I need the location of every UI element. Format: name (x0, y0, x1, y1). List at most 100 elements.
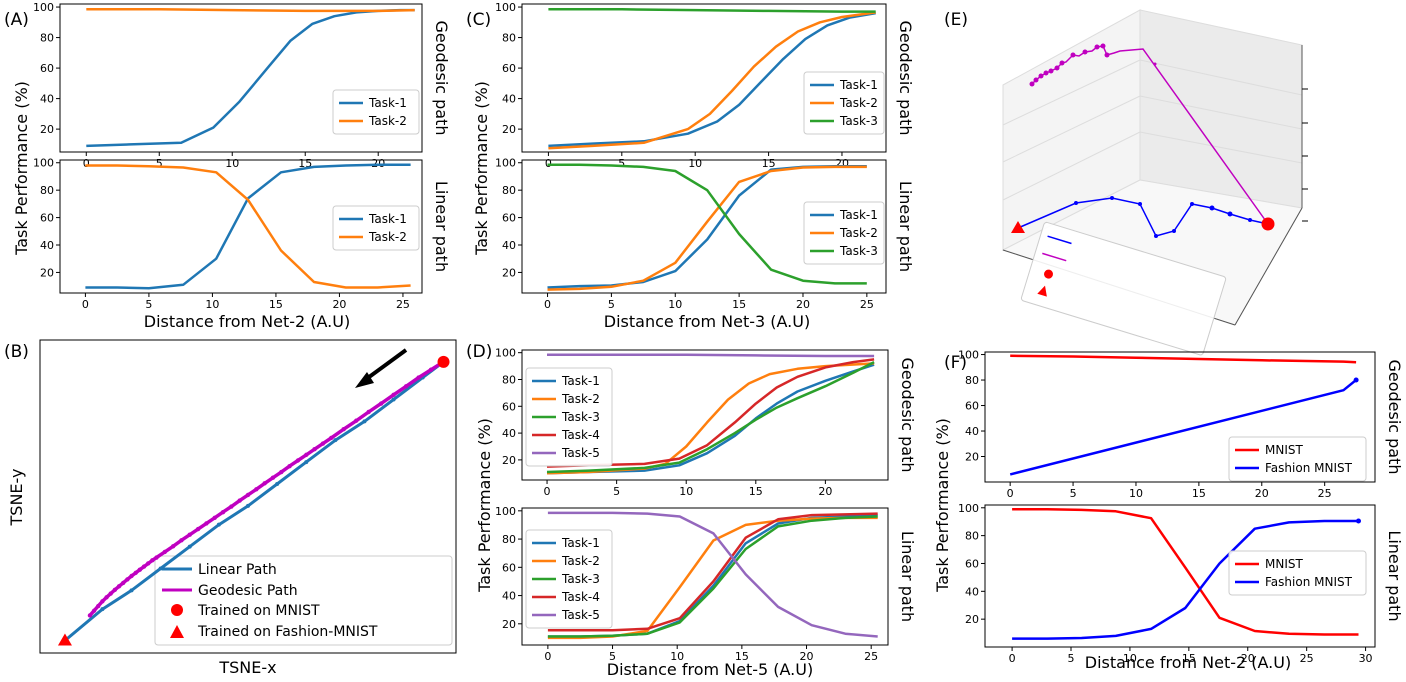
panel-B-legend-label-0: Linear Path (198, 562, 277, 578)
x-tick-label: 15 (269, 298, 283, 311)
series-line-task-2 (547, 165, 867, 291)
legend-label: Task-2 (839, 226, 878, 240)
panel-E-geodesic-point (1082, 49, 1088, 55)
xlabel-D: Distance from Net-5 (A.U) (607, 660, 813, 679)
panel-E-linear-point (1138, 202, 1142, 206)
legend-label: Task-5 (561, 446, 600, 460)
x-tick-label: 10 (225, 157, 239, 170)
panel-B-frame (39, 339, 457, 654)
subplot-title: Geodesic path (432, 20, 451, 135)
series-line-task-4 (546, 358, 875, 468)
panel-B-path-point (329, 435, 334, 441)
panel-label-E: (E) (944, 10, 968, 30)
panel-B-path-point (362, 419, 367, 424)
panel-E-linear-point (1248, 218, 1252, 222)
panel-B-path-point (275, 481, 280, 486)
y-tick-label: 60 (40, 212, 54, 225)
x-tick-label: 10 (668, 298, 682, 311)
panel-B-path-point (133, 570, 138, 576)
panel-B-path-point (187, 532, 192, 537)
panel-B-path-point (403, 384, 409, 389)
x-tick-label: 0 (1009, 652, 1016, 665)
y-tick-label: 20 (502, 618, 516, 631)
y-tick-label: 20 (40, 266, 54, 279)
panel-B-path-point (262, 481, 267, 486)
panel-E-linear-point (1227, 211, 1233, 217)
y-tick-label: 60 (965, 557, 979, 570)
x-tick-label: 15 (735, 650, 749, 663)
panel-label-C: (C) (466, 10, 491, 30)
y-tick-label: 40 (965, 425, 979, 438)
axes-frame (521, 349, 889, 481)
x-tick-label: 0 (83, 157, 90, 170)
y-tick-label: 100 (495, 1, 516, 14)
y-tick-label: 60 (502, 400, 516, 413)
y-tick-label: 80 (502, 373, 516, 386)
panel-E-legend (1020, 221, 1227, 356)
panel-B-path-point (416, 375, 421, 380)
x-tick-label: 15 (1182, 652, 1196, 665)
panel-B-path-point (154, 555, 159, 560)
subplot-5: 0 5 10 15 20 25 20 40 60 80 100 Task-1 Task-2 Task-3 T… (495, 505, 917, 663)
y-tick-label: 20 (502, 123, 516, 136)
axes-frame (984, 504, 1376, 648)
y-tick-label: 80 (40, 32, 54, 45)
panel-B-path-point (304, 452, 309, 458)
y-tick-label: 40 (965, 585, 979, 598)
panel-B-path-0 (64, 360, 445, 642)
panel-E-grid-line (1139, 131, 1303, 164)
x-tick-label: 10 (205, 298, 219, 311)
panel-E-linear-point (1209, 205, 1215, 211)
panel-E-geodesic-point (1100, 43, 1106, 49)
legend-label: Task-3 (561, 410, 600, 424)
series-line-fashion-mnist (1012, 519, 1359, 640)
series-endpoint (1353, 377, 1359, 383)
y-tick-label: 100 (495, 347, 516, 360)
series-line-task-5 (547, 353, 875, 358)
y-tick-label: 100 (495, 157, 516, 170)
panel-B-legend-label-3: Trained on Fashion-MNIST (197, 624, 378, 640)
y-tick-label: 80 (965, 374, 979, 387)
y-tick-label: 80 (965, 530, 979, 543)
series-line-task-3 (546, 360, 875, 474)
legend-label: Task-1 (368, 96, 407, 110)
panel-B-path-point (158, 566, 163, 571)
x-tick-label: 0 (544, 485, 551, 498)
panel-E-legend-triangle-swatch (1037, 285, 1047, 297)
series-line-task-3 (547, 515, 878, 638)
panel-E-linear-point (1172, 229, 1176, 233)
y-tick-label: 20 (502, 454, 516, 467)
panel-E-grid-line (1002, 131, 1141, 201)
legend-box (332, 89, 420, 135)
panel-B-path-point (150, 558, 155, 563)
x-tick-label: 25 (1300, 652, 1314, 665)
panel-E-geodesic-point (1153, 62, 1157, 66)
x-tick-label: 25 (1318, 487, 1332, 500)
y-tick-label: 80 (502, 184, 516, 197)
y-tick-label: 100 (33, 157, 54, 170)
series-line-task-3 (547, 163, 867, 285)
panel-E-linear-point (1110, 196, 1114, 200)
y-tick-label: 60 (502, 561, 516, 574)
legend-label: Task-1 (839, 78, 878, 92)
subplot-4: 0 5 10 15 20 20 40 60 80 100 Task-1 Task-2 Task-3 Tas… (495, 347, 917, 498)
panel-B-path-point (304, 460, 309, 465)
subplot-title: Linear path (896, 181, 915, 272)
panel-B-path-point (129, 573, 134, 579)
x-tick-label: 20 (818, 485, 832, 498)
panel-B-path-point (270, 475, 276, 480)
series-line-task-4 (547, 512, 878, 632)
panel-B-path-point (162, 549, 167, 555)
y-tick-label: 20 (40, 123, 54, 136)
panel-B-path-point (341, 427, 346, 432)
subplot-6: 0 5 10 15 20 25 20 40 60 80 100 MNIST Fashion MNIST G… (958, 349, 1404, 500)
panel-B-path-point (320, 441, 326, 446)
series-line-task-2 (86, 8, 415, 13)
y-tick-label: 80 (40, 184, 54, 197)
x-tick-label: 25 (860, 298, 874, 311)
ylabel-C: Task Performance (%) (472, 81, 491, 256)
y-tick-label: 100 (33, 1, 54, 14)
x-tick-label: 20 (796, 298, 810, 311)
x-tick-label: 5 (1070, 487, 1077, 500)
